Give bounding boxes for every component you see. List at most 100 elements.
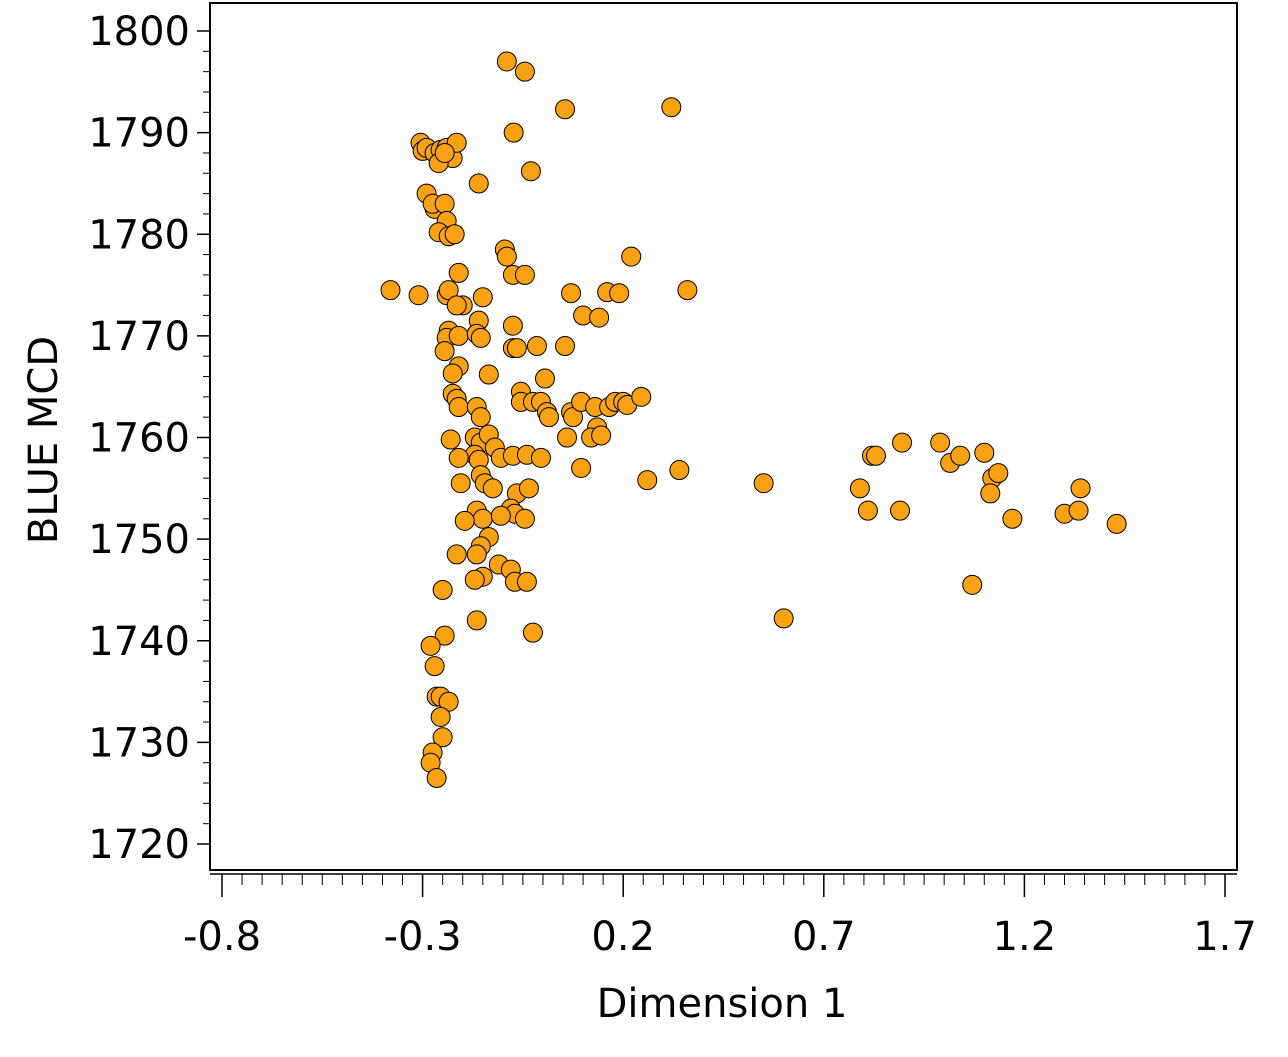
data-points bbox=[380, 51, 1127, 788]
x-axis-ticks: -0.8 -0.3 0.2 0.7 1.2 1.7 bbox=[183, 874, 1257, 960]
data-point bbox=[444, 224, 465, 245]
data-point bbox=[434, 142, 455, 163]
data-point bbox=[446, 544, 467, 565]
data-point bbox=[637, 470, 658, 491]
data-point bbox=[962, 574, 983, 595]
data-point bbox=[514, 264, 535, 285]
data-point bbox=[470, 327, 491, 348]
data-point bbox=[454, 510, 475, 531]
data-point bbox=[1002, 508, 1023, 529]
data-point bbox=[988, 463, 1009, 484]
data-point bbox=[448, 397, 469, 418]
data-point bbox=[432, 579, 453, 600]
data-point bbox=[434, 625, 455, 646]
data-point bbox=[930, 432, 951, 453]
x-tick-label: 0.7 bbox=[792, 914, 856, 960]
data-point bbox=[555, 336, 576, 357]
data-point bbox=[448, 447, 469, 468]
y-tick-label: 1740 bbox=[88, 619, 190, 665]
data-point bbox=[661, 97, 682, 118]
data-point bbox=[448, 325, 469, 346]
y-tick-label: 1770 bbox=[88, 314, 190, 360]
data-point bbox=[434, 341, 455, 362]
data-point bbox=[426, 767, 447, 788]
y-axis-label: BLUE MCD bbox=[21, 336, 67, 544]
data-point bbox=[555, 99, 576, 120]
data-point bbox=[1070, 478, 1091, 499]
data-point bbox=[892, 432, 913, 453]
data-point bbox=[857, 500, 878, 521]
data-point bbox=[420, 635, 441, 656]
y-tick-label: 1720 bbox=[88, 822, 190, 868]
data-point bbox=[434, 193, 455, 214]
plot-area bbox=[209, 2, 1238, 871]
y-tick-label: 1800 bbox=[88, 9, 190, 55]
x-tick-label: -0.3 bbox=[384, 914, 462, 960]
data-point bbox=[520, 161, 541, 182]
data-point bbox=[534, 368, 555, 389]
data-point bbox=[530, 447, 551, 468]
data-point bbox=[1106, 513, 1127, 534]
data-point bbox=[557, 427, 578, 448]
data-point bbox=[472, 287, 493, 308]
data-point bbox=[470, 407, 491, 428]
data-point bbox=[974, 442, 995, 463]
data-point bbox=[1068, 500, 1089, 521]
data-point bbox=[980, 483, 1001, 504]
data-point bbox=[571, 457, 592, 478]
data-point bbox=[446, 295, 467, 316]
data-point bbox=[950, 445, 971, 466]
data-point bbox=[561, 283, 582, 304]
x-axis-label: Dimension 1 bbox=[597, 981, 848, 1027]
data-point bbox=[424, 656, 445, 677]
data-point bbox=[380, 280, 401, 301]
y-axis-ticks: 1720 1730 1740 1750 1760 1770 1780 1790 1800 bbox=[88, 9, 210, 868]
data-point bbox=[448, 262, 469, 283]
data-point bbox=[609, 283, 630, 304]
data-point bbox=[432, 727, 453, 748]
y-tick-label: 1760 bbox=[88, 416, 190, 462]
x-tick-label: 0.2 bbox=[591, 914, 655, 960]
data-point bbox=[890, 500, 911, 521]
data-point bbox=[518, 478, 539, 499]
data-point bbox=[514, 508, 535, 529]
data-point bbox=[506, 338, 527, 359]
data-point bbox=[591, 425, 612, 446]
y-tick-label: 1780 bbox=[88, 212, 190, 258]
data-point bbox=[522, 622, 543, 643]
data-point bbox=[442, 363, 463, 384]
data-point bbox=[773, 608, 794, 629]
data-point bbox=[865, 445, 886, 466]
data-point bbox=[472, 508, 493, 529]
data-point bbox=[408, 285, 429, 306]
data-point bbox=[589, 307, 610, 328]
x-tick-label: 1.7 bbox=[1193, 914, 1257, 960]
data-point bbox=[514, 61, 535, 82]
y-tick-label: 1730 bbox=[88, 720, 190, 766]
data-point bbox=[468, 173, 489, 194]
data-point bbox=[482, 478, 503, 499]
data-point bbox=[450, 473, 471, 494]
data-point bbox=[677, 280, 698, 301]
data-point bbox=[466, 544, 487, 565]
data-point bbox=[496, 51, 517, 72]
data-point bbox=[669, 460, 690, 481]
data-point bbox=[490, 505, 511, 526]
x-tick-label: -0.8 bbox=[183, 914, 261, 960]
data-point bbox=[621, 246, 642, 267]
x-tick-label: 1.2 bbox=[993, 914, 1057, 960]
data-point bbox=[478, 364, 499, 385]
data-point bbox=[464, 569, 485, 590]
data-point bbox=[631, 386, 652, 407]
data-point bbox=[753, 473, 774, 494]
data-point bbox=[502, 315, 523, 336]
data-point bbox=[496, 246, 517, 267]
data-point bbox=[516, 571, 537, 592]
data-point bbox=[430, 706, 451, 727]
y-tick-label: 1790 bbox=[88, 111, 190, 157]
data-point bbox=[440, 429, 461, 450]
data-point bbox=[538, 407, 559, 428]
y-tick-label: 1750 bbox=[88, 517, 190, 563]
